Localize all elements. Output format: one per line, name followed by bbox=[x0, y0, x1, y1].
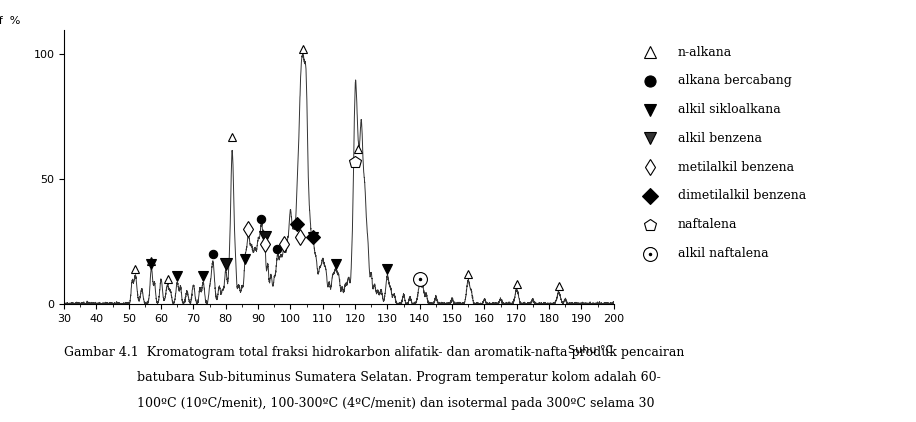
Text: alkil sikloalkana: alkil sikloalkana bbox=[678, 103, 780, 116]
Text: n-alkana: n-alkana bbox=[678, 46, 732, 59]
X-axis label: Suhu °C: Suhu °C bbox=[569, 345, 614, 355]
Text: alkil benzena: alkil benzena bbox=[678, 132, 762, 145]
Y-axis label: Intensitas Relatif  %: Intensitas Relatif % bbox=[0, 16, 20, 26]
Text: batubara Sub-bituminus Sumatera Selatan. Program temperatur kolom adalah 60-: batubara Sub-bituminus Sumatera Selatan.… bbox=[137, 371, 661, 384]
Text: dimetilalkil benzena: dimetilalkil benzena bbox=[678, 189, 806, 203]
Text: alkana bercabang: alkana bercabang bbox=[678, 74, 791, 87]
Text: 100ºC (10ºC/menit), 100-300ºC (4ºC/menit) dan isotermal pada 300ºC selama 30: 100ºC (10ºC/menit), 100-300ºC (4ºC/menit… bbox=[137, 397, 655, 410]
Text: Gambar 4.1  Kromatogram total fraksi hidrokarbon alifatik- dan aromatik-nafta pr: Gambar 4.1 Kromatogram total fraksi hidr… bbox=[64, 346, 684, 359]
Text: naftalena: naftalena bbox=[678, 218, 737, 231]
Text: metilalkil benzena: metilalkil benzena bbox=[678, 161, 794, 174]
Text: alkil naftalena: alkil naftalena bbox=[678, 247, 769, 260]
